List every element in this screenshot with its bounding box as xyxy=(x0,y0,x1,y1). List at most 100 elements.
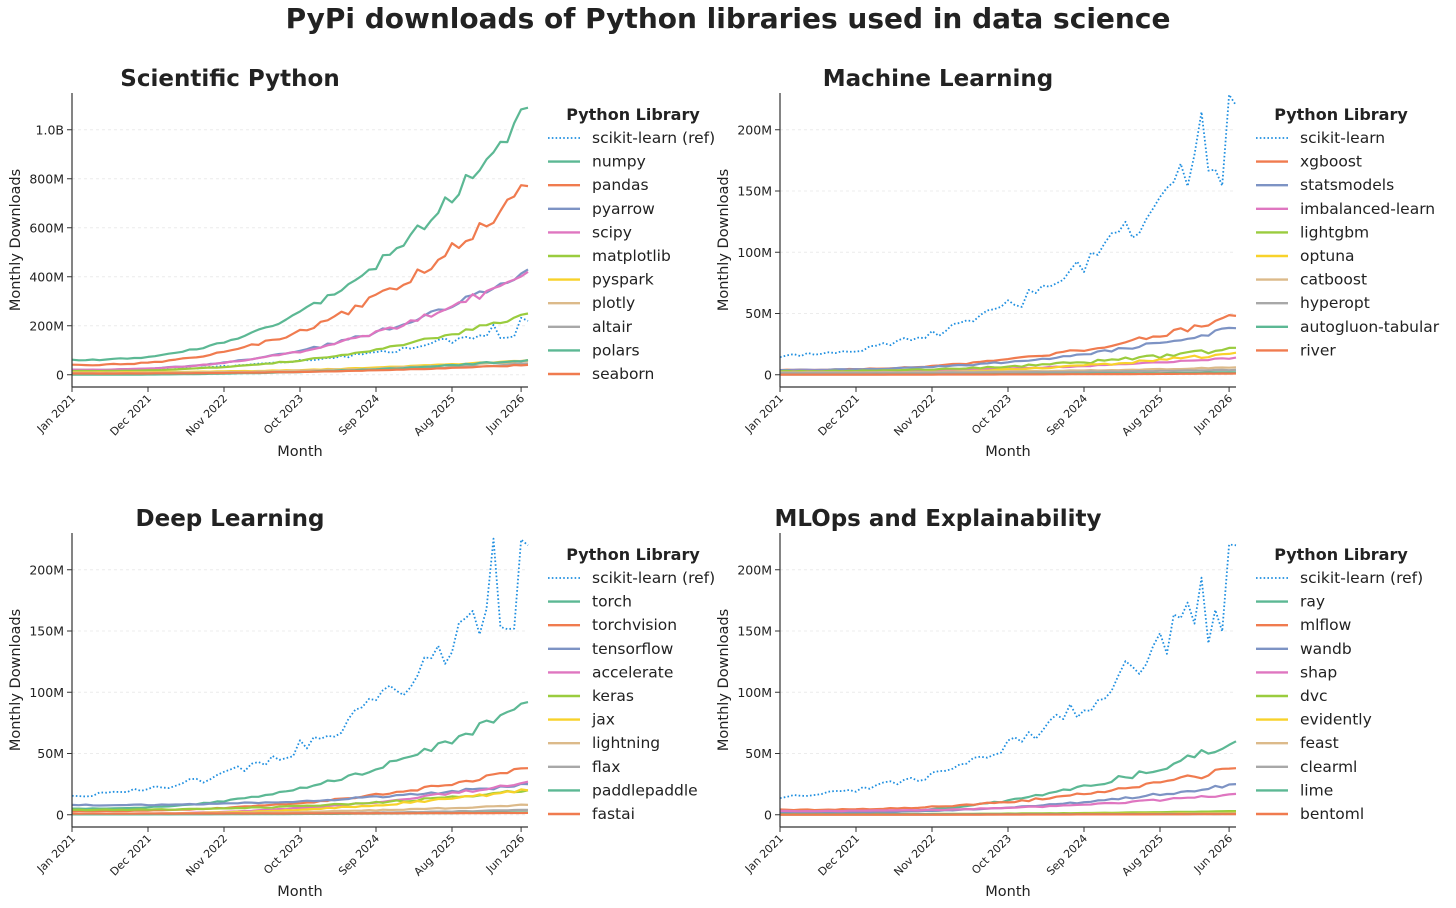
mlops-and-explainability-x-tick-label: Aug 2025 xyxy=(1119,832,1166,879)
machine-learning-series-scikit-learn xyxy=(779,93,1237,359)
scientific-python-y-tick-label: 400M xyxy=(29,269,64,284)
machine-learning-series-hyperopt xyxy=(779,368,1237,375)
deep-learning-legend-entry: flax xyxy=(592,758,620,776)
mlops-and-explainability-legend-title: Python Library xyxy=(1274,545,1408,564)
machine-learning-x-tick-label: Jun 2026 xyxy=(1191,392,1235,436)
machine-learning-x-tick-label: Jan 2021 xyxy=(742,392,786,436)
deep-learning-legend-entry: fastai xyxy=(592,805,635,823)
machine-learning-legend-entry: scikit-learn xyxy=(1300,129,1385,147)
mlops-and-explainability-y-tick-label: 150M xyxy=(737,624,772,639)
panel-mlops-explainability: MLOps and Explainability 0 50M 100M 150M 200M… xyxy=(708,500,1456,908)
deep-learning-legend-entry: torch xyxy=(592,593,632,611)
scientific-python-series-numpy xyxy=(71,106,529,362)
mlops-and-explainability-x-tick-label: Nov 2022 xyxy=(891,832,938,879)
scientific-python-legend-entry: scipy xyxy=(592,223,632,241)
scientific-python-x-axis-label: Month xyxy=(277,444,322,460)
scientific-python-legend-entry: scikit-learn (ref) xyxy=(592,129,715,147)
scientific-python-x-tick-label: Dec 2021 xyxy=(108,392,155,439)
machine-learning-legend-title: Python Library xyxy=(1274,105,1408,124)
mlops-and-explainability-legend-entry: dvc xyxy=(1300,687,1328,705)
machine-learning-x-axis-label: Month xyxy=(985,444,1030,460)
chart-scientific-python: Scientific Python 0 200M 400M 600M 800M 1.0B Ja… xyxy=(8,66,715,460)
scientific-python-legend-entry: numpy xyxy=(592,153,646,171)
mlops-and-explainability-y-tick-label: 50M xyxy=(745,746,772,761)
mlops-and-explainability-y-axis-label: Monthly Downloads xyxy=(716,609,732,751)
scientific-python-title: Scientific Python xyxy=(120,66,339,92)
machine-learning-legend-entry: autogluon-tabular xyxy=(1300,318,1440,336)
scientific-python-legend-entry: plotly xyxy=(592,294,635,312)
deep-learning-legend-entry: scikit-learn (ref) xyxy=(592,569,715,587)
mlops-and-explainability-legend-entry: mlflow xyxy=(1300,616,1352,634)
scientific-python-x-tick-label: Sep 2024 xyxy=(336,392,382,438)
machine-learning-title: Machine Learning xyxy=(823,66,1054,92)
scientific-python-series-matplotlib xyxy=(71,312,529,373)
machine-learning-x-tick-label: Nov 2022 xyxy=(891,392,938,439)
machine-learning-legend-entry: lightgbm xyxy=(1300,223,1369,241)
panel-deep-learning: Deep Learning 0 50M 100M 150M 200M Jan 2021 Dec… xyxy=(0,500,728,908)
mlops-and-explainability-legend-entry: shap xyxy=(1300,663,1337,681)
mlops-and-explainability-series-mlflow xyxy=(779,767,1237,812)
scientific-python-y-tick-label: 1.0B xyxy=(36,122,64,137)
deep-learning-x-tick-label: Oct 2023 xyxy=(261,832,306,877)
scientific-python-x-tick-label: Oct 2023 xyxy=(261,392,306,437)
mlops-and-explainability-x-tick-label: Oct 2023 xyxy=(969,832,1014,877)
mlops-and-explainability-x-tick-label: Dec 2021 xyxy=(816,832,863,879)
mlops-and-explainability-legend-entry: bentoml xyxy=(1300,805,1364,823)
mlops-and-explainability-series-scikit-learn-ref xyxy=(779,543,1237,799)
machine-learning-x-tick-label: Aug 2025 xyxy=(1119,392,1166,439)
machine-learning-legend-entry: statsmodels xyxy=(1300,176,1394,194)
deep-learning-x-axis-label: Month xyxy=(277,884,322,900)
deep-learning-y-tick-label: 150M xyxy=(29,624,64,639)
scientific-python-legend-entry: polars xyxy=(592,341,640,359)
scientific-python-series-seaborn xyxy=(72,363,529,375)
deep-learning-legend-entry: paddlepaddle xyxy=(592,781,698,799)
mlops-and-explainability-legend-entry: scikit-learn (ref) xyxy=(1300,569,1423,587)
scientific-python-y-tick-label: 800M xyxy=(29,171,64,186)
machine-learning-series-river xyxy=(780,372,1237,376)
deep-learning-series-tensorflow xyxy=(71,782,529,807)
deep-learning-legend-entry: lightning xyxy=(592,734,660,752)
scientific-python-y-tick-label: 0 xyxy=(56,367,64,382)
machine-learning-x-tick-label: Sep 2024 xyxy=(1044,392,1090,438)
deep-learning-y-tick-label: 50M xyxy=(37,746,64,761)
machine-learning-legend-entry: optuna xyxy=(1300,247,1355,265)
mlops-and-explainability-legend-entry: ray xyxy=(1300,593,1325,611)
deep-learning-legend-entry: jax xyxy=(591,711,615,729)
mlops-and-explainability-legend-entry: wandb xyxy=(1300,640,1352,658)
machine-learning-y-tick-label: 100M xyxy=(737,245,772,260)
scientific-python-series-scipy xyxy=(72,270,529,371)
scientific-python-legend-entry: seaborn xyxy=(592,365,654,383)
deep-learning-x-tick-label: Sep 2024 xyxy=(336,832,382,878)
deep-learning-legend-entry: torchvision xyxy=(592,616,677,634)
figure-title: PyPi downloads of Python libraries used … xyxy=(285,2,1171,35)
deep-learning-series-scikit-learn-ref xyxy=(71,537,529,798)
machine-learning-y-tick-label: 150M xyxy=(737,184,772,199)
scientific-python-legend-entry: pyspark xyxy=(592,271,654,289)
panel-machine-learning: Machine Learning 0 50M 100M 150M 200M Jan 2021… xyxy=(708,60,1456,480)
scientific-python-legend-entry: pyarrow xyxy=(592,200,655,218)
panel-scientific-python: Scientific Python 0 200M 400M 600M 800M 1.0B Ja… xyxy=(0,60,728,480)
deep-learning-x-tick-label: Jan 2021 xyxy=(34,832,78,876)
machine-learning-y-tick-label: 50M xyxy=(745,306,772,321)
mlops-and-explainability-x-tick-label: Jan 2021 xyxy=(742,832,786,876)
mlops-and-explainability-series-bentoml xyxy=(780,813,1237,816)
scientific-python-legend-title: Python Library xyxy=(566,105,700,124)
deep-learning-x-tick-label: Dec 2021 xyxy=(108,832,155,879)
deep-learning-x-tick-label: Jun 2026 xyxy=(483,832,527,876)
deep-learning-x-tick-label: Nov 2022 xyxy=(183,832,230,879)
machine-learning-y-tick-label: 0 xyxy=(764,367,772,382)
mlops-and-explainability-y-tick-label: 200M xyxy=(737,562,772,577)
mlops-and-explainability-x-tick-label: Jun 2026 xyxy=(1191,832,1235,876)
deep-learning-y-tick-label: 100M xyxy=(29,685,64,700)
deep-learning-legend-title: Python Library xyxy=(566,545,700,564)
deep-learning-series-torch xyxy=(72,701,529,810)
scientific-python-x-tick-label: Aug 2025 xyxy=(411,392,458,439)
deep-learning-series-keras xyxy=(71,789,529,812)
chart-deep-learning: Deep Learning 0 50M 100M 150M 200M Jan 2021 Dec… xyxy=(8,506,715,900)
mlops-and-explainability-legend-entry: feast xyxy=(1300,734,1339,752)
mlops-and-explainability-x-tick-label: Sep 2024 xyxy=(1044,832,1090,878)
mlops-and-explainability-legend-entry: evidently xyxy=(1300,711,1372,729)
scientific-python-series-pyarrow xyxy=(71,268,529,372)
scientific-python-x-tick-label: Jun 2026 xyxy=(483,392,527,436)
mlops-and-explainability-series-shap xyxy=(780,792,1237,813)
